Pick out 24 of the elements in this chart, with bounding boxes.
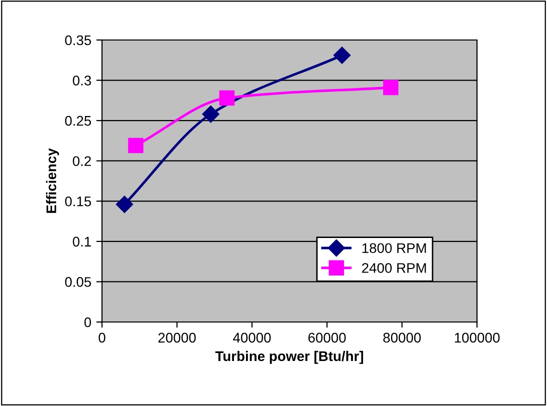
legend-label: 1800 RPM: [362, 243, 426, 254]
point: [383, 80, 398, 96]
point: [116, 196, 134, 213]
x-tick-label: 20000: [158, 332, 196, 343]
x-tick-label: 0: [98, 332, 106, 343]
x-tick-label: 40000: [233, 332, 271, 343]
point: [202, 106, 220, 123]
point: [219, 90, 235, 106]
y-tick-label: 0.25: [65, 116, 92, 126]
y-tick-label: 0.05: [65, 277, 92, 287]
y-tick-label: 0: [84, 317, 92, 328]
legend-label: 2400 RPM: [362, 263, 426, 273]
x-tick-label: 100000: [454, 332, 500, 343]
y-tick-label: 0.15: [65, 196, 92, 206]
y-tick-label: 0.3: [72, 76, 91, 86]
point: [128, 138, 144, 154]
y-axis-title: Efficiency: [46, 148, 59, 213]
x-tick-label: 80000: [383, 332, 421, 343]
y-tick-label: 0.2: [72, 156, 91, 166]
y-tick-label: 0.1: [72, 236, 91, 247]
x-axis-title: Turbine power [Btu/hr]: [215, 350, 364, 364]
point: [333, 46, 351, 64]
x-tick-label: 60000: [308, 332, 346, 343]
y-tick-label: 0.35: [65, 35, 92, 46]
